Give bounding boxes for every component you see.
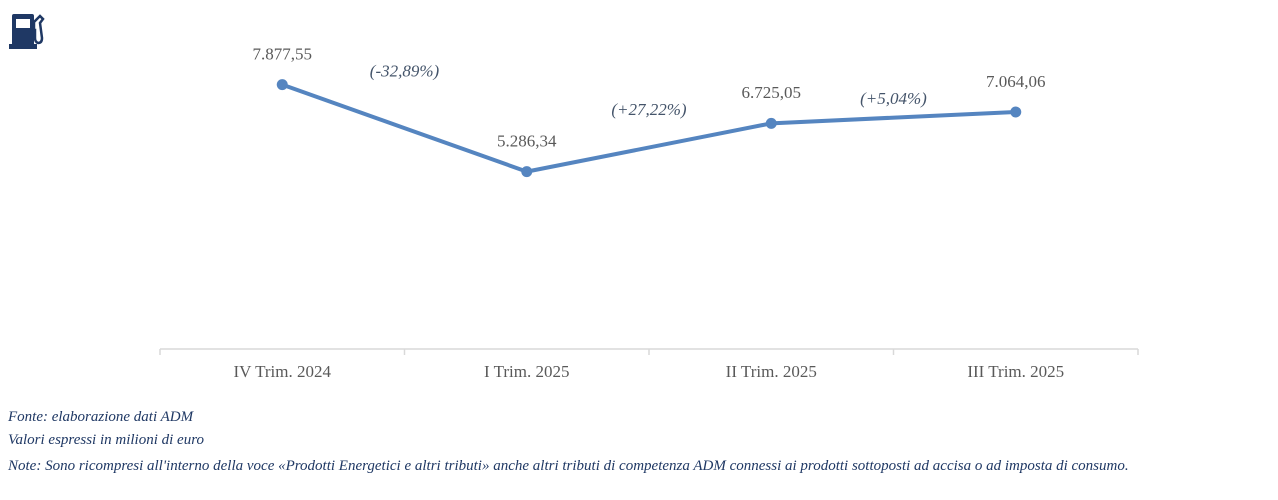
point [276,79,288,91]
data-label: 6.725,05 [742,83,802,102]
units-note: Valori espressi in milioni di euro [8,432,204,448]
legend-label: Gettito Prodotti Energetici e altri trib… [522,407,792,410]
source: Fonte: elaborazione dati ADM [8,409,194,425]
change-label: (-32,89%) [370,62,440,81]
x-tick-label: IV Trim. 2024 [234,362,332,381]
point [765,117,777,129]
fuel-icon [9,14,45,49]
data-label: 7.877,55 [253,45,313,64]
chart: IV Trim. 2024 I Trim. 2025 II Trim. 2025 II… [9,14,1139,410]
data-label: 7.064,06 [986,72,1046,91]
point [521,166,533,178]
x-tick-label: I Trim. 2025 [484,362,570,381]
data-label: 5.286,34 [497,132,557,151]
series-line [281,82,1016,174]
x-tick-label: III Trim. 2025 [967,362,1064,381]
x-tick-label: II Trim. 2025 [726,362,817,381]
note: Note: Sono ricompresi all'interno della … [8,458,1129,474]
change-label: (+27,22%) [611,100,687,119]
change-label: (+5,04%) [860,89,927,108]
point [1010,106,1022,118]
